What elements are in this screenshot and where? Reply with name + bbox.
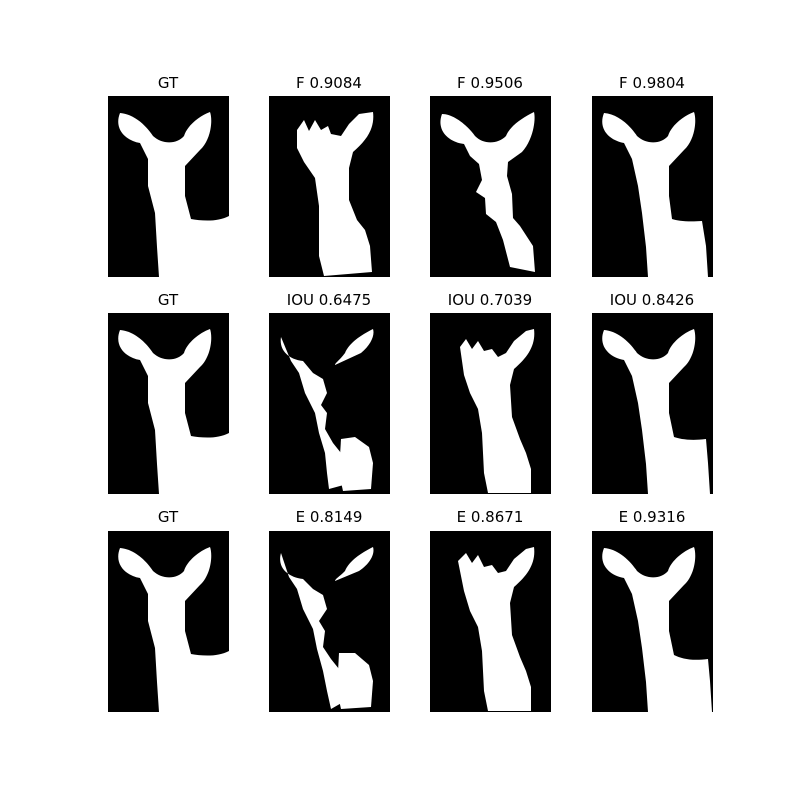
- gt-mask-image: [108, 531, 229, 712]
- prediction-mask-image: [592, 96, 713, 277]
- prediction-mask-image: [430, 96, 551, 277]
- panel-title-r1-c1: IOU 0.6475: [286, 291, 372, 309]
- gt-mask-panel: [108, 96, 229, 277]
- prediction-mask-image: [592, 313, 713, 494]
- prediction-mask-panel: [269, 96, 390, 277]
- panel-title-r1-c3: IOU 0.8426: [609, 291, 695, 309]
- panel-title-r2-c1: E 0.8149: [295, 508, 363, 526]
- panel-title-r0-c3: F 0.9804: [619, 74, 685, 92]
- prediction-mask-panel: [430, 96, 551, 277]
- gt-mask-image: [108, 96, 229, 277]
- panel-title-r0-c0: GT: [157, 74, 179, 92]
- panel-title-r0-c2: F 0.9506: [457, 74, 523, 92]
- prediction-mask-panel: [430, 313, 551, 494]
- prediction-mask-panel: [430, 531, 551, 712]
- prediction-mask-panel: [592, 96, 713, 277]
- panel-title-r2-c3: E 0.9316: [618, 508, 686, 526]
- prediction-mask-panel: [269, 531, 390, 712]
- prediction-mask-panel: [592, 313, 713, 494]
- panel-title-r1-c0: GT: [157, 291, 179, 309]
- panel-title-r1-c2: IOU 0.7039: [447, 291, 533, 309]
- prediction-mask-image: [269, 313, 390, 494]
- prediction-mask-image: [269, 96, 390, 277]
- prediction-mask-panel: [592, 531, 713, 712]
- prediction-mask-image: [269, 531, 390, 712]
- panel-title-r2-c2: E 0.8671: [456, 508, 524, 526]
- prediction-mask-panel: [269, 313, 390, 494]
- panel-title-r0-c1: F 0.9084: [296, 74, 362, 92]
- prediction-mask-image: [592, 531, 713, 712]
- panel-title-r2-c0: GT: [157, 508, 179, 526]
- prediction-mask-image: [430, 313, 551, 494]
- gt-mask-image: [108, 313, 229, 494]
- prediction-mask-image: [430, 531, 551, 712]
- gt-mask-panel: [108, 531, 229, 712]
- gt-mask-panel: [108, 313, 229, 494]
